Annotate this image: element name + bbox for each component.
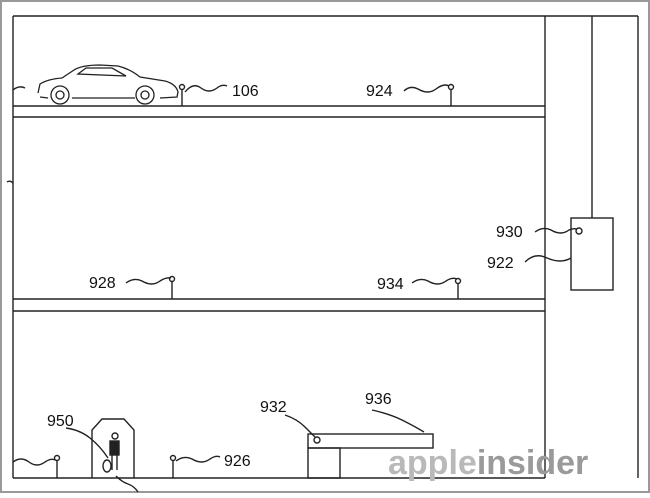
sensor-icon [313, 436, 321, 444]
leader-106 [184, 84, 228, 93]
label-950: 950 [47, 413, 74, 430]
bollard-icon [447, 83, 455, 106]
bollard-icon [168, 275, 176, 299]
label-928: 928 [89, 275, 116, 292]
label-936: 936 [365, 391, 392, 408]
watermark-apple: apple [388, 444, 477, 482]
car-icon [37, 64, 179, 105]
label-922: 922 [487, 255, 514, 272]
label-934: 934 [377, 276, 404, 293]
leader-926 [175, 455, 221, 463]
leader-922 [524, 255, 572, 263]
leader-924 [403, 84, 450, 93]
label-926: 926 [224, 453, 251, 470]
svg-text:appleinsider: appleinsider [388, 444, 588, 482]
appleinsider-watermark: appleinsider [388, 444, 588, 482]
leader-936 [371, 409, 425, 433]
bollard-icon [454, 277, 462, 299]
leader-930 [534, 227, 578, 234]
label-932: 932 [260, 399, 287, 416]
leader-928 [125, 277, 172, 285]
leader-950 [65, 427, 109, 459]
leader-934 [411, 277, 458, 285]
charging-station [307, 433, 434, 449]
bollard-icon [169, 454, 177, 478]
bollard-icon [53, 454, 61, 478]
label-924: 924 [366, 83, 393, 100]
label-106: 106 [232, 83, 259, 100]
sensor-icon [575, 227, 583, 235]
person-icon [102, 432, 120, 473]
label-930: 930 [496, 224, 523, 241]
watermark-insider: insider [477, 444, 588, 482]
elevator-car [570, 217, 614, 291]
bollard-icon [178, 83, 186, 106]
leader-932 [284, 414, 316, 438]
kiosk-booth [91, 418, 135, 478]
